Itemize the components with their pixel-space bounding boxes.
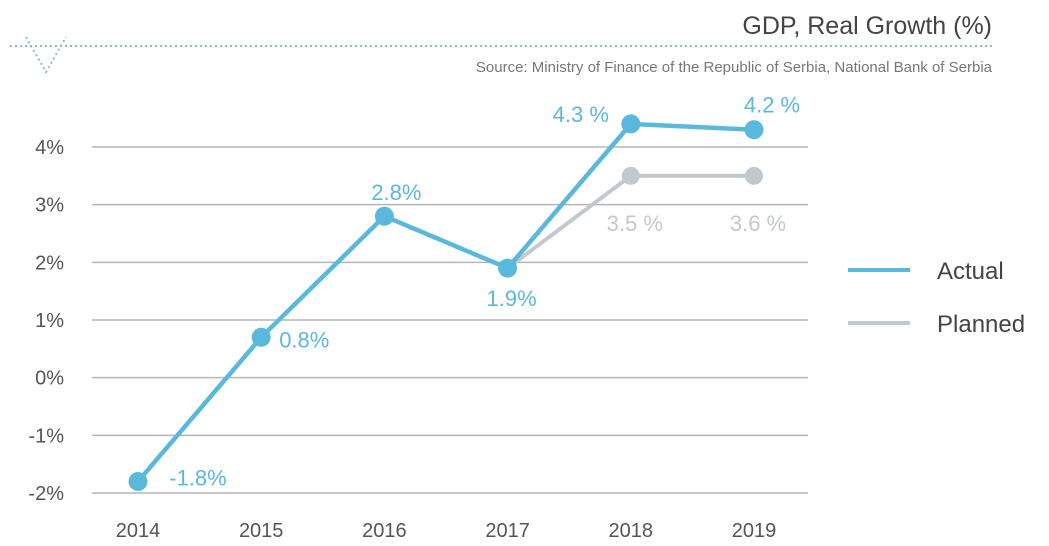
legend: Actual Planned: [848, 258, 1025, 338]
series-layer: [128, 114, 764, 491]
x-tick-label: 2019: [732, 520, 777, 542]
actual-point: [374, 206, 394, 226]
actual-point: [744, 120, 764, 140]
planned-data-label: 3.6 %: [730, 211, 786, 236]
gridlines: [92, 146, 808, 494]
actual-point: [128, 471, 148, 491]
actual-point: [621, 114, 641, 134]
actual-data-label: 1.9%: [487, 286, 537, 311]
y-tick-label: 1%: [35, 310, 64, 332]
planned-point: [621, 166, 640, 185]
actual-data-label: 4.3 %: [553, 102, 609, 127]
y-tick-label: 2%: [35, 252, 64, 274]
actual-point: [498, 258, 518, 278]
data-labels: -1.8% 0.8% 2.8% 1.9% 4.3 % 4.2 % 3.5 % 3.6 %: [169, 93, 800, 491]
x-axis-ticks: 2014 2015 2016 2017 2018 2019: [116, 520, 777, 542]
planned-point: [745, 166, 763, 185]
legend-planned-label: Planned: [937, 311, 1025, 338]
chart-title: GDP, Real Growth (%): [742, 12, 992, 40]
x-tick-label: 2016: [362, 520, 407, 542]
x-tick-label: 2014: [116, 520, 161, 542]
actual-point: [251, 327, 271, 347]
y-tick-label: 3%: [35, 195, 64, 217]
actual-series-line: [136, 121, 755, 483]
actual-data-label: 4.2 %: [744, 93, 800, 118]
header-chevron-icon: [25, 36, 67, 75]
y-tick-label: -1%: [28, 425, 64, 447]
y-axis-ticks: 4% 3% 2% 1% 0% -1% -2%: [28, 137, 64, 505]
x-tick-label: 2015: [239, 520, 284, 542]
x-tick-label: 2017: [485, 520, 530, 542]
y-tick-label: 4%: [35, 137, 64, 159]
actual-data-label: -1.8%: [169, 465, 226, 490]
actual-data-label: 0.8%: [279, 327, 329, 352]
planned-data-label: 3.5 %: [607, 211, 663, 236]
y-tick-label: 0%: [35, 368, 64, 390]
actual-data-label: 2.8%: [371, 180, 421, 205]
legend-actual-label: Actual: [937, 258, 1004, 285]
chart-source: Source: Ministry of Finance of the Repub…: [476, 59, 993, 76]
x-tick-label: 2018: [609, 520, 654, 542]
y-tick-label: -2%: [28, 483, 64, 505]
